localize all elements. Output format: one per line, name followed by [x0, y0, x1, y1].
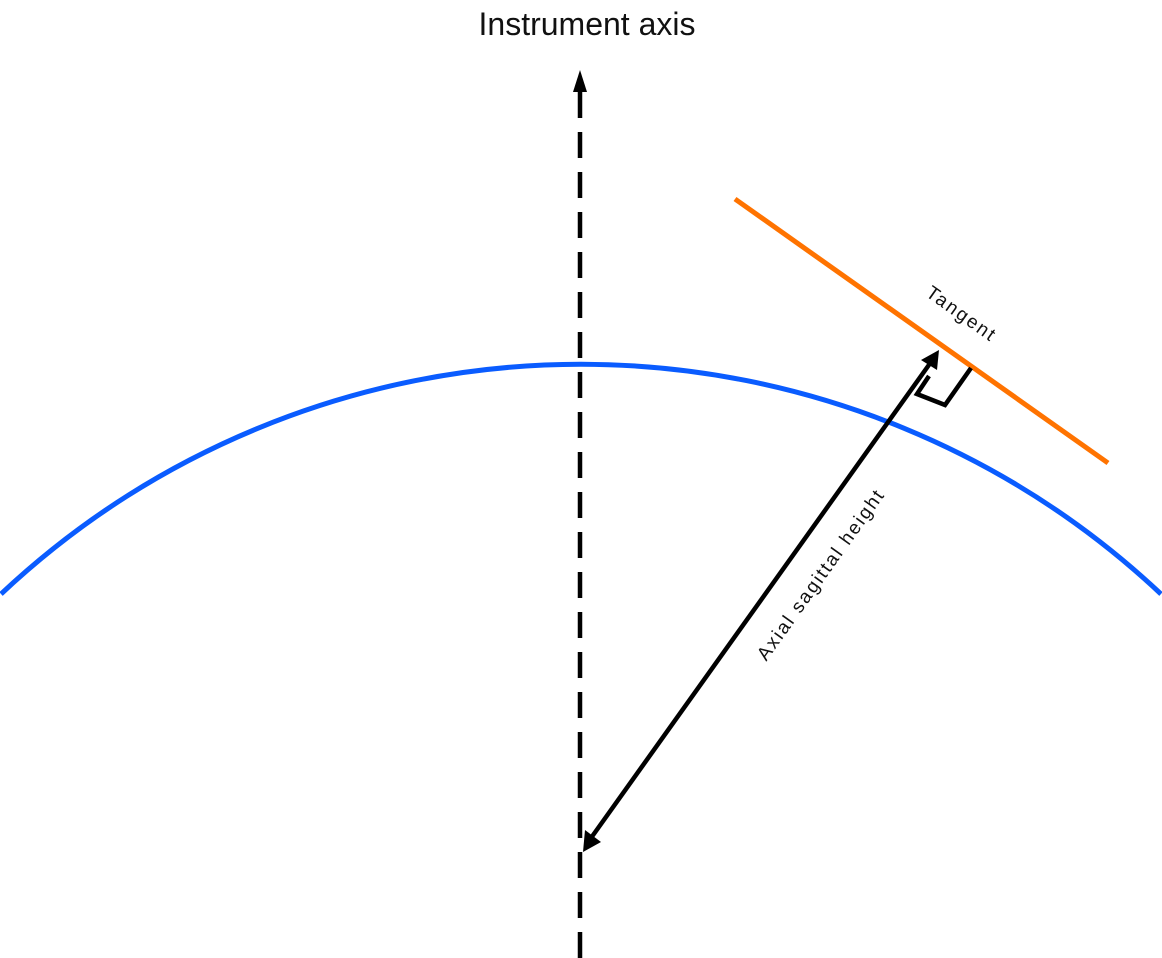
instrument-axis-title: Instrument axis: [479, 6, 696, 42]
surface-curve: [0, 361, 1162, 596]
axis-arrowhead-icon: [573, 70, 587, 92]
axial-sagittal-height-arrow-line: [589, 360, 933, 840]
right-angle-marker-icon: [913, 366, 973, 408]
tangent-line: [733, 196, 1110, 466]
height-arrowhead-bottom-icon: [583, 830, 601, 852]
height-arrowhead-top-icon: [921, 350, 939, 370]
